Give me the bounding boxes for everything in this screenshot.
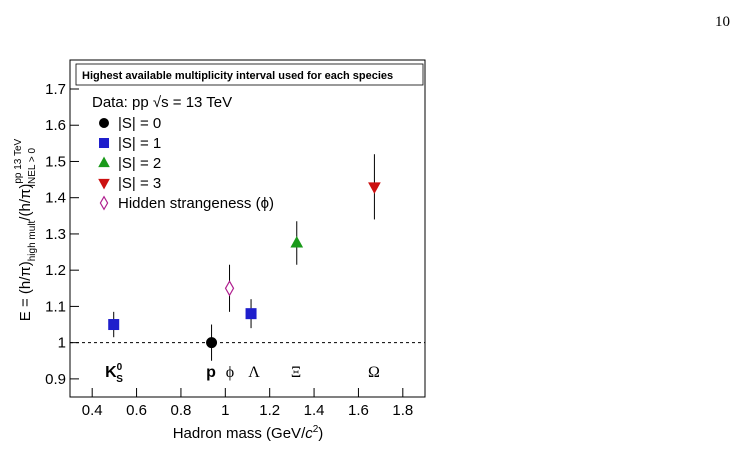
header-text: Highest available multiplicity interval … — [82, 70, 393, 82]
legend-marker — [99, 138, 109, 148]
legend-label: |S| = 0 — [118, 115, 161, 132]
particle-label: p — [206, 364, 216, 381]
legend-label: |S| = 2 — [118, 155, 161, 172]
x-axis-label: Hadron mass (GeV/c2) — [173, 424, 324, 442]
particle-text: p — [206, 364, 216, 381]
x-tick-label: 1.2 — [259, 402, 280, 419]
y-label-sub2: INEL > 0 — [27, 148, 38, 187]
x-tick-label: 1.6 — [348, 402, 369, 419]
x-label-end: ) — [318, 425, 323, 442]
y-tick-label: 1.7 — [45, 81, 66, 98]
marker — [245, 308, 257, 320]
x-tick-label: 1 — [221, 402, 229, 419]
particle-sup: 0 — [117, 362, 123, 373]
y-tick-label: 1.3 — [45, 226, 66, 243]
y-tick-label: 1.4 — [45, 190, 66, 207]
data-label: Data: pp √s = 13 TeV — [92, 94, 232, 111]
y-label-sub: high mult — [27, 220, 38, 261]
x-tick-label: 0.6 — [126, 402, 147, 419]
plot-frame — [69, 59, 426, 398]
particle-text: K — [105, 364, 117, 381]
particle-label: Ξ — [291, 364, 301, 381]
x-tick-label: 0.4 — [82, 402, 103, 419]
x-label-italic: c — [305, 425, 313, 442]
marker — [206, 337, 218, 349]
legend-marker — [99, 195, 109, 211]
x-tick-label: 1.4 — [304, 402, 325, 419]
particle-text: Ξ — [291, 364, 301, 381]
legend-label: |S| = 1 — [118, 135, 161, 152]
header-box — [75, 63, 424, 86]
marker — [224, 280, 235, 297]
x-tick-label: 1.8 — [392, 402, 413, 419]
x-label-sup: 2 — [313, 424, 319, 435]
legend-label: |S| = 3 — [118, 175, 161, 192]
particle-label: Λ — [248, 364, 260, 381]
y-tick-label: 1 — [58, 335, 66, 352]
y-label-sup: pp 13 TeV — [13, 138, 24, 183]
legend-marker — [98, 156, 110, 168]
particle-text: ϕ — [226, 364, 234, 381]
y-tick-label: 1.6 — [45, 117, 66, 134]
legend-marker — [98, 178, 110, 190]
page-number: 10 — [715, 14, 730, 30]
particle-label: Ω — [368, 364, 380, 381]
particle-text: Λ — [248, 364, 260, 381]
y-label-main: E = (h/π) — [17, 261, 34, 321]
particle-sub: S — [116, 374, 123, 385]
particle-text: Ω — [368, 364, 380, 381]
y-label-mid: /(h/π) — [17, 184, 34, 221]
marker — [368, 182, 381, 194]
y-tick-label: 1.5 — [45, 153, 66, 170]
marker — [108, 319, 120, 331]
x-label-main: Hadron mass (GeV/ — [173, 425, 306, 442]
x-tick-label: 0.8 — [171, 402, 192, 419]
y-tick-label: 1.1 — [45, 298, 66, 315]
marker — [290, 235, 304, 248]
particle-label: ϕ — [226, 364, 234, 381]
y-tick-label: 0.9 — [45, 371, 66, 388]
y-axis-label: E = (h/π)high mult/(h/π)pp 13 TeV INEL > … — [13, 138, 38, 321]
legend-marker — [99, 118, 109, 128]
particle-label: K0 S — [105, 362, 123, 385]
legend-label: Hidden strangeness (ϕ) — [118, 195, 274, 212]
y-tick-label: 1.2 — [45, 262, 66, 279]
